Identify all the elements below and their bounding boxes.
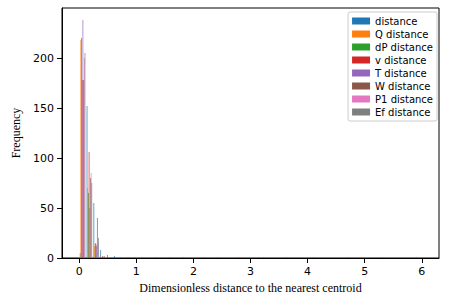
svg-text:5: 5: [361, 265, 368, 278]
svg-text:W distance: W distance: [375, 81, 430, 92]
svg-text:dP distance: dP distance: [375, 42, 433, 53]
svg-text:2: 2: [190, 265, 197, 278]
svg-text:3: 3: [247, 265, 254, 278]
svg-text:Q distance: Q distance: [375, 29, 428, 40]
svg-text:1: 1: [133, 265, 140, 278]
svg-text:150: 150: [33, 102, 54, 115]
svg-text:Dimensionless distance to the: Dimensionless distance to the nearest ce…: [139, 281, 361, 295]
svg-text:P1 distance: P1 distance: [375, 94, 433, 105]
svg-text:4: 4: [304, 265, 311, 278]
svg-text:0: 0: [47, 252, 54, 265]
svg-text:Ef distance: Ef distance: [375, 107, 430, 118]
svg-text:100: 100: [33, 152, 54, 165]
svg-text:v distance: v distance: [375, 55, 426, 66]
svg-text:Frequency: Frequency: [9, 108, 23, 159]
svg-text:50: 50: [40, 202, 54, 215]
svg-text:distance: distance: [375, 16, 417, 27]
svg-text:T distance: T distance: [374, 68, 427, 79]
svg-text:0: 0: [76, 265, 83, 278]
svg-text:200: 200: [33, 52, 54, 65]
svg-text:6: 6: [418, 265, 425, 278]
